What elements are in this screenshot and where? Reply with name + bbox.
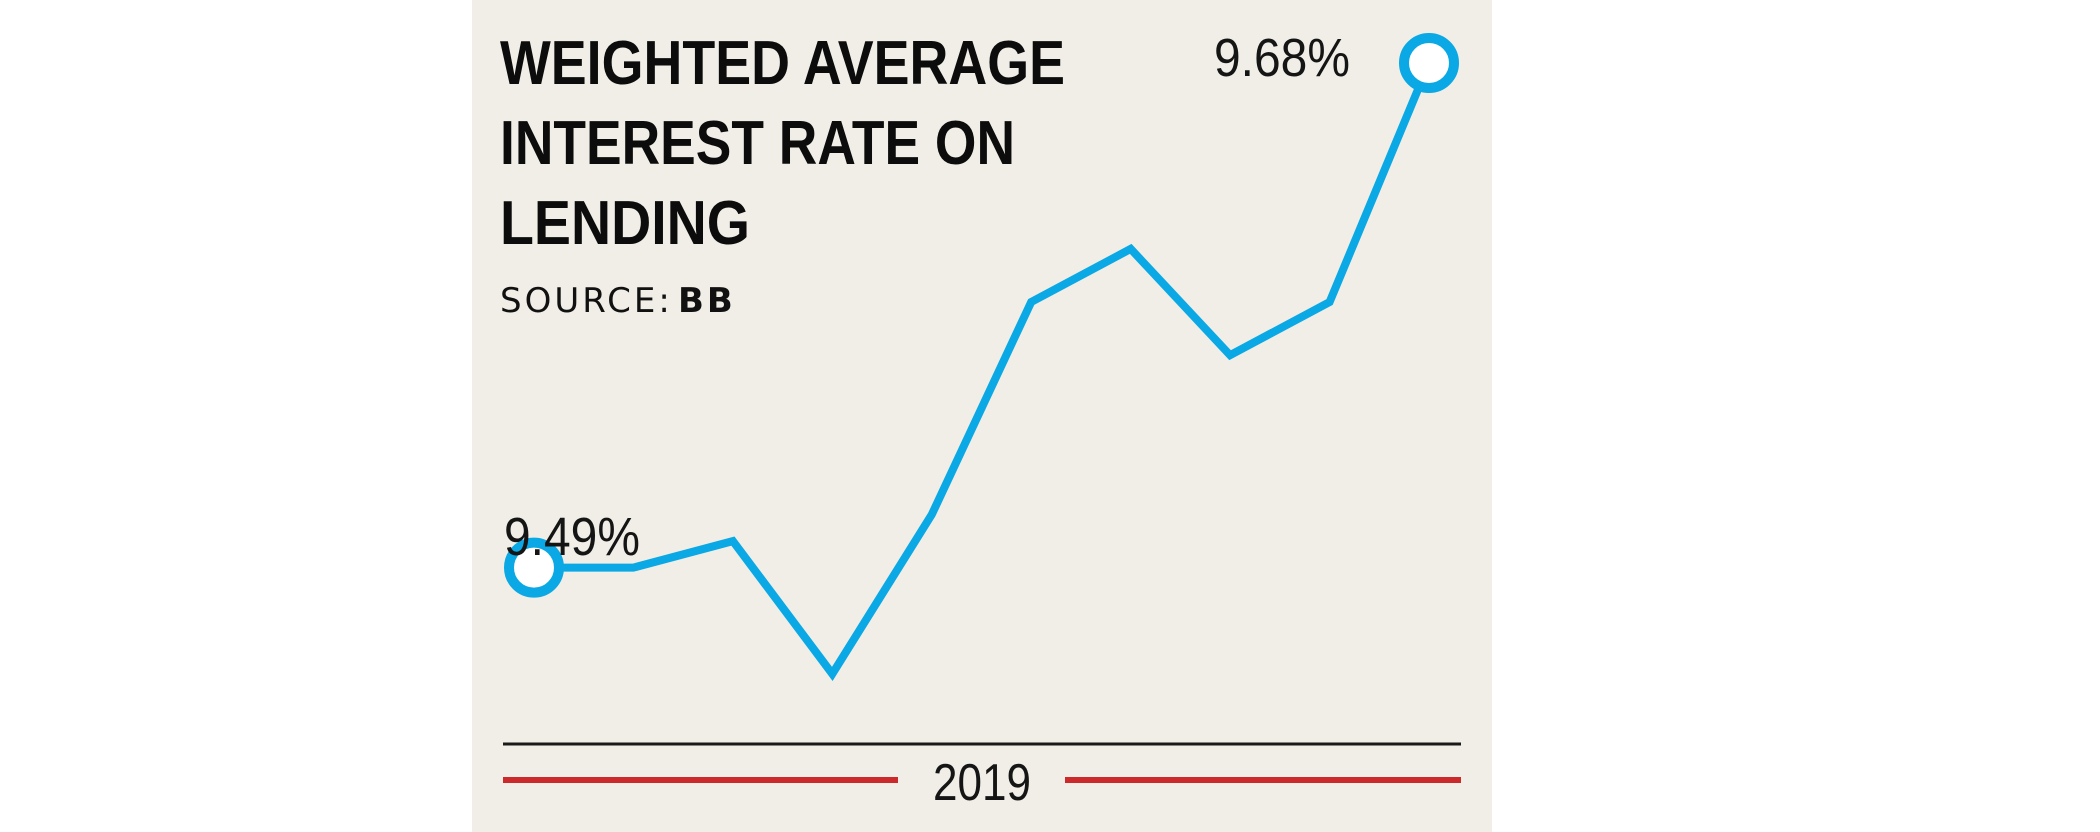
chart-title-line-2: INTEREST RATE ON xyxy=(500,109,1015,178)
x-period-label: 2019 xyxy=(933,754,1031,812)
chart-title: WEIGHTED AVERAGE INTEREST RATE ON LENDIN… xyxy=(500,29,1065,258)
end-value-label: 9.68% xyxy=(1214,28,1350,88)
start-point-marker xyxy=(504,537,564,598)
source-value: BB xyxy=(678,281,736,321)
chart-source: SOURCE: BB xyxy=(500,281,736,321)
series-line xyxy=(534,61,1433,681)
series-layer xyxy=(504,33,1459,681)
source-label: SOURCE: xyxy=(500,281,673,321)
chart-title-line-1: WEIGHTED AVERAGE xyxy=(500,29,1065,98)
chart-title-line-3: LENDING xyxy=(500,189,750,258)
end-point-marker xyxy=(1399,33,1459,93)
start-value-label: 9.49% xyxy=(504,507,640,567)
